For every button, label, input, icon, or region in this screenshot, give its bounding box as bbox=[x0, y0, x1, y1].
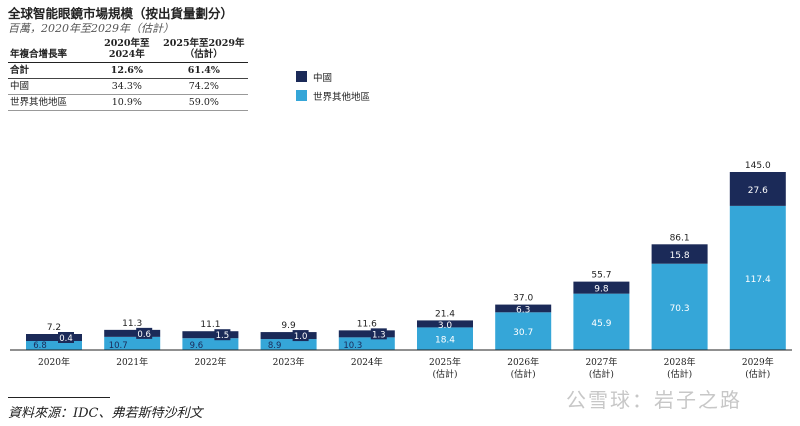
table-row: 世界其他地區 10.9% 59.0% bbox=[8, 94, 248, 111]
tick-label-7: 2027年 bbox=[585, 356, 617, 368]
bar-china-9 bbox=[729, 172, 786, 206]
label-china-8: 15.8 bbox=[670, 251, 690, 261]
bar-china-2 bbox=[182, 331, 239, 339]
cagr-table: 年複合增長率 2020年至2024年 2025年至2029年（估計） 合計 12… bbox=[8, 36, 248, 111]
tick-sublabel-7: (估計) bbox=[589, 368, 614, 380]
tick-label-3: 2023年 bbox=[273, 356, 305, 368]
label-total-9: 145.0 bbox=[745, 161, 771, 171]
chart-subtitle: 百萬，2020年至2029年（估計） bbox=[8, 22, 174, 35]
bar-china-6 bbox=[495, 304, 552, 313]
tick-sublabel-5: (估計) bbox=[432, 368, 457, 380]
tick-label-8: 2028年 bbox=[664, 356, 696, 368]
label-row-0: 6.8 bbox=[33, 341, 47, 351]
label-row-3: 8.9 bbox=[268, 341, 282, 351]
table-row: 合計 12.6% 61.4% bbox=[8, 62, 248, 79]
label-china-5: 3.0 bbox=[438, 321, 453, 331]
bar-row-0 bbox=[26, 341, 82, 350]
tick-sublabel-6: (估計) bbox=[511, 368, 536, 380]
label-china-0: 0.4 bbox=[59, 334, 73, 344]
cagr-header-2025-2029: 2025年至2029年（估計） bbox=[159, 36, 248, 63]
row-value: 61.4% bbox=[159, 62, 248, 79]
label-total-2: 11.1 bbox=[200, 320, 220, 330]
chart-legend: 中國 世界其他地區 bbox=[296, 70, 370, 108]
label-china-3: 1.0 bbox=[294, 332, 308, 342]
bar-row-7 bbox=[573, 293, 630, 350]
legend-swatch-row bbox=[296, 90, 307, 101]
label-bg-china-0 bbox=[58, 332, 74, 343]
label-total-3: 9.9 bbox=[281, 321, 296, 331]
label-row-1: 10.7 bbox=[109, 341, 128, 351]
tick-sublabel-8: (估計) bbox=[667, 368, 692, 380]
label-bg-china-2 bbox=[214, 329, 231, 341]
tick-label-0: 2020年 bbox=[38, 356, 70, 368]
bar-row-9 bbox=[729, 205, 786, 350]
bar-china-7 bbox=[573, 281, 630, 294]
row-value: 12.6% bbox=[94, 62, 160, 79]
label-total-7: 55.7 bbox=[591, 271, 611, 281]
label-row-9: 117.4 bbox=[745, 275, 771, 285]
bar-china-3 bbox=[260, 332, 317, 340]
tick-label-1: 2021年 bbox=[116, 356, 148, 368]
label-row-4: 10.3 bbox=[343, 341, 362, 351]
legend-label-china: 中國 bbox=[313, 72, 333, 84]
tick-label-4: 2024年 bbox=[351, 356, 383, 368]
source-note: 資料來源：IDC、弗若斯特沙利文 bbox=[8, 406, 203, 421]
label-total-8: 86.1 bbox=[670, 233, 690, 243]
row-label: 世界其他地區 bbox=[8, 94, 94, 111]
bar-row-3 bbox=[260, 339, 317, 350]
tick-sublabel-9: (估計) bbox=[745, 368, 770, 380]
bar-row-8 bbox=[651, 263, 708, 350]
label-row-8: 70.3 bbox=[670, 304, 690, 314]
label-china-1: 0.6 bbox=[137, 330, 151, 340]
bar-china-5 bbox=[417, 320, 473, 328]
watermark: 公雪球：岩子之路 bbox=[566, 388, 742, 412]
legend-item-row: 世界其他地區 bbox=[296, 89, 371, 103]
label-row-2: 9.6 bbox=[190, 341, 204, 351]
bar-china-0 bbox=[26, 334, 82, 341]
label-bg-china-4 bbox=[370, 328, 387, 340]
label-china-2: 1.5 bbox=[216, 331, 230, 341]
chart-title: 全球智能眼鏡市場規模（按出貨量劃分） bbox=[8, 6, 234, 21]
row-value: 10.9% bbox=[94, 94, 160, 111]
legend-swatch-china bbox=[296, 71, 307, 82]
label-total-5: 21.4 bbox=[435, 309, 455, 319]
label-china-9: 27.6 bbox=[748, 186, 768, 196]
label-china-7: 9.8 bbox=[594, 285, 609, 295]
bar-row-2 bbox=[182, 338, 239, 350]
legend-label-row: 世界其他地區 bbox=[313, 91, 371, 103]
bar-china-1 bbox=[104, 329, 161, 337]
bar-china-4 bbox=[338, 330, 395, 338]
tick-label-6: 2026年 bbox=[507, 356, 539, 368]
row-value: 34.3% bbox=[94, 78, 160, 95]
table-row: 中國 34.3% 74.2% bbox=[8, 78, 248, 95]
source-divider bbox=[8, 397, 110, 398]
cagr-header-label: 年複合增長率 bbox=[8, 36, 94, 63]
label-total-0: 7.2 bbox=[47, 323, 61, 333]
label-china-6: 6.3 bbox=[516, 305, 530, 315]
label-bg-china-1 bbox=[136, 327, 153, 339]
legend-item-china: 中國 bbox=[296, 70, 370, 84]
label-row-5: 18.4 bbox=[435, 336, 455, 346]
label-total-1: 11.3 bbox=[122, 319, 142, 329]
label-china-4: 1.3 bbox=[372, 330, 386, 340]
cagr-header-2020-2024: 2020年至2024年 bbox=[94, 36, 160, 63]
bar-row-5 bbox=[417, 327, 473, 350]
label-row-6: 30.7 bbox=[513, 328, 533, 338]
label-total-4: 11.6 bbox=[357, 319, 377, 329]
tick-label-9: 2029年 bbox=[742, 356, 774, 368]
row-value: 74.2% bbox=[159, 78, 248, 95]
label-total-6: 37.0 bbox=[513, 294, 533, 304]
label-row-7: 45.9 bbox=[591, 319, 611, 329]
row-label: 中國 bbox=[8, 78, 94, 95]
bar-row-1 bbox=[104, 336, 161, 350]
bar-row-4 bbox=[338, 337, 395, 350]
label-bg-china-3 bbox=[292, 330, 309, 342]
row-value: 59.0% bbox=[159, 94, 248, 111]
bar-china-8 bbox=[651, 244, 708, 264]
tick-label-5: 2025年 bbox=[429, 356, 461, 368]
bar-row-6 bbox=[495, 312, 552, 350]
row-label: 合計 bbox=[8, 62, 94, 79]
tick-label-2: 2022年 bbox=[194, 356, 226, 368]
